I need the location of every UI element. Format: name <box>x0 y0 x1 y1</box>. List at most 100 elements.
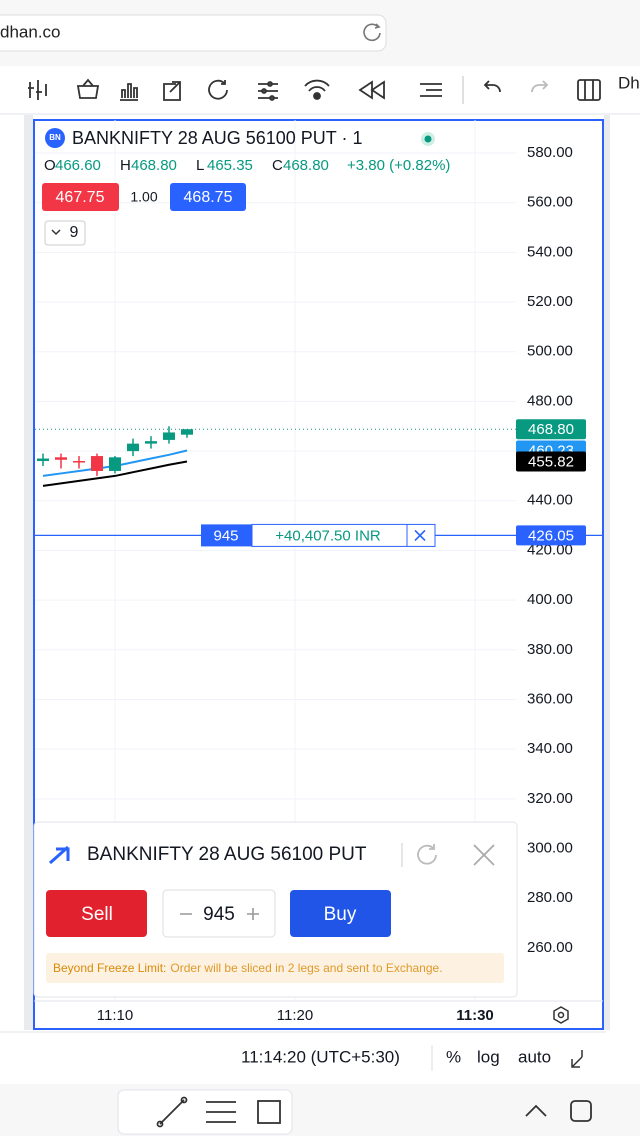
indicator-toggle[interactable] <box>44 220 86 246</box>
ma-line <box>42 460 188 487</box>
candle-body <box>163 432 175 440</box>
status-bar <box>0 1032 606 1084</box>
refresh-icon[interactable] <box>417 844 437 865</box>
ohlc-legend: O 466.60 H 468.80 L 465.35 C 468.80 <box>44 157 329 174</box>
divider <box>24 115 33 1030</box>
candle-body <box>109 457 121 471</box>
y-tick-label: 480.00 <box>527 392 573 409</box>
log-toggle[interactable]: log <box>477 1047 500 1066</box>
legend-key: H <box>120 157 131 174</box>
price-badge <box>516 419 586 440</box>
x-tick-label: 11:30 <box>456 1007 494 1024</box>
sell-label: Sell <box>81 904 113 925</box>
candle-body <box>181 429 193 435</box>
price-badge-label: 468.80 <box>528 421 574 438</box>
settings-dot <box>557 1011 565 1019</box>
symbol-badge: BN <box>49 133 61 142</box>
position-pnl: +40,407.50 INR <box>275 527 381 544</box>
candle-body <box>55 457 67 460</box>
auto-toggle[interactable]: auto <box>518 1047 551 1066</box>
candle-body <box>145 441 157 444</box>
qty-field[interactable] <box>162 889 276 938</box>
candle-body <box>73 461 85 463</box>
bottom-area <box>0 1084 640 1136</box>
candle-body <box>91 456 103 471</box>
percent-toggle[interactable]: % <box>446 1047 461 1066</box>
right-panel <box>610 115 640 1030</box>
warning-label: Beyond Freeze Limit: <box>53 961 166 975</box>
order-icon <box>49 845 70 865</box>
warning: Beyond Freeze Limit: Order will be sliced… <box>53 961 443 975</box>
drawing-toolbar <box>117 1089 293 1135</box>
sell-button[interactable] <box>46 890 147 937</box>
drawing-tools[interactable] <box>156 1096 592 1128</box>
legend-key: C <box>272 157 283 174</box>
y-tick-label: 420.00 <box>527 541 573 558</box>
expand-icon[interactable] <box>571 1050 583 1068</box>
chevron <box>51 229 61 236</box>
spread: 1.00 <box>130 189 157 205</box>
y-tick-label: 280.00 <box>527 889 573 906</box>
y-tick-label: 500.00 <box>527 343 573 360</box>
left-panel <box>0 115 24 1030</box>
qty-value: 945 <box>203 904 235 925</box>
y-tick-label: 260.00 <box>527 939 573 956</box>
legend-value: 466.60 <box>55 157 101 174</box>
settings-icon[interactable] <box>553 1006 569 1024</box>
close-icon[interactable] <box>473 844 495 866</box>
x-tick-label: 11:10 <box>97 1007 133 1024</box>
clock: 11:14:20 (UTC+5:30) <box>241 1047 400 1066</box>
buy-quote[interactable] <box>170 183 246 211</box>
y-tick-label: 300.00 <box>527 839 573 856</box>
divider <box>604 115 610 1030</box>
price-badge <box>516 525 586 546</box>
position-qty: 945 <box>213 527 238 544</box>
url: dhan.co <box>0 22 61 41</box>
toolbar <box>0 66 640 114</box>
legend-value: 468.80 <box>131 157 177 174</box>
y-tick-label: 380.00 <box>527 641 573 658</box>
qty-steppers[interactable] <box>180 908 259 920</box>
y-tick-label: 360.00 <box>527 690 573 707</box>
y-tick-label: 440.00 <box>527 492 573 509</box>
candle-body <box>127 443 139 452</box>
y-tick-label: 520.00 <box>527 293 573 310</box>
toolbar-icons[interactable] <box>28 76 601 104</box>
chart: 580.00560.00540.00520.00500.00480.00460.… <box>35 120 604 1024</box>
url-field[interactable] <box>0 14 387 52</box>
x-tick-label: 11:20 <box>277 1007 313 1024</box>
y-tick-label: 540.00 <box>527 243 573 260</box>
position-close[interactable] <box>414 529 426 541</box>
legend-value: 465.35 <box>207 157 253 174</box>
buy-label: Buy <box>324 904 357 925</box>
y-tick-label: 580.00 <box>527 144 573 161</box>
warning-box <box>46 953 504 983</box>
y-tick-label: 560.00 <box>527 194 573 211</box>
y-tick-label: 400.00 <box>527 591 573 608</box>
sell-quote[interactable] <box>42 183 119 211</box>
market-status-dot <box>424 135 432 143</box>
position-pnl-box <box>251 523 436 547</box>
warning-text: Order will be sliced in 2 legs and sent … <box>170 961 442 975</box>
buy-price: 468.75 <box>184 189 233 206</box>
order-title: BANKNIFTY 28 AUG 56100 PUT <box>87 844 367 865</box>
buy-button[interactable] <box>290 890 391 937</box>
legend-value: 468.80 <box>283 157 329 174</box>
price-badge-label: 426.05 <box>528 527 574 544</box>
y-tick-label: 340.00 <box>527 740 573 757</box>
candle-body <box>37 458 49 462</box>
indicator-count: 9 <box>70 224 79 241</box>
price-badge <box>516 451 586 472</box>
legend-key: L <box>196 157 204 174</box>
y-tick-label: 320.00 <box>527 790 573 807</box>
reload-icon[interactable] <box>363 23 381 42</box>
legend-key: O <box>44 157 56 174</box>
change: +3.80 (+0.82%) <box>347 157 450 174</box>
price-badge-label: 455.82 <box>528 453 574 470</box>
account-name[interactable]: Dh <box>618 73 640 92</box>
symbol-icon <box>45 128 65 148</box>
chart-title: BANKNIFTY 28 AUG 56100 PUT · 1 <box>72 128 362 148</box>
sell-price: 467.75 <box>56 189 105 206</box>
